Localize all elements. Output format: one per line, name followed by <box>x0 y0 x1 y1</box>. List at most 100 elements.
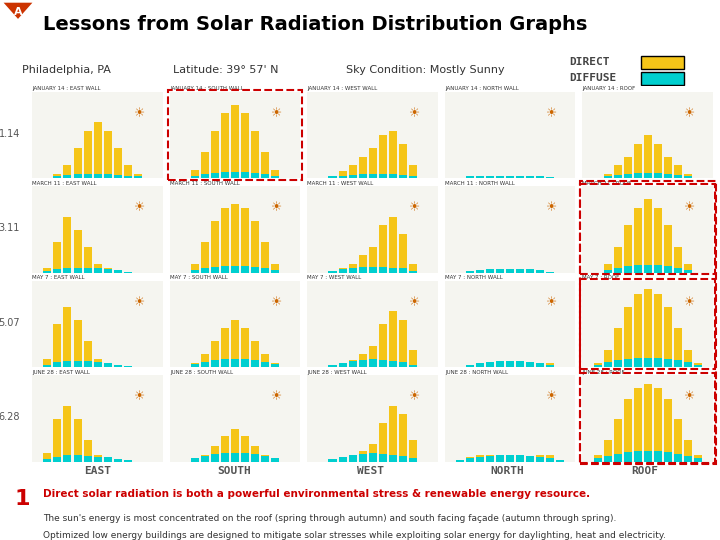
Text: ☀: ☀ <box>546 390 557 403</box>
Bar <box>201 354 209 367</box>
Bar <box>241 328 249 367</box>
Bar <box>53 362 61 367</box>
Bar <box>684 440 692 462</box>
Text: ☀: ☀ <box>409 296 420 309</box>
Bar <box>634 388 642 462</box>
Bar <box>221 360 229 367</box>
Bar <box>231 360 239 367</box>
Bar <box>359 174 366 178</box>
Bar <box>546 458 554 462</box>
Bar <box>624 266 631 273</box>
Bar <box>63 175 71 178</box>
Bar <box>271 176 279 178</box>
Bar <box>271 364 279 367</box>
Bar <box>526 366 534 367</box>
Bar <box>114 148 122 178</box>
Bar <box>338 269 346 273</box>
Bar <box>644 289 652 367</box>
Text: JUNE 28 : WEST WALL: JUNE 28 : WEST WALL <box>307 370 367 375</box>
Text: JUNE 28 : ROOF: JUNE 28 : ROOF <box>582 370 625 375</box>
Bar <box>654 357 662 367</box>
Bar <box>124 176 132 178</box>
Bar <box>634 265 642 273</box>
Text: ☀: ☀ <box>684 390 695 403</box>
Bar <box>328 177 336 178</box>
Bar <box>389 174 397 178</box>
Bar <box>546 364 554 367</box>
Bar <box>536 363 544 367</box>
Bar <box>506 361 514 367</box>
Bar <box>674 418 682 462</box>
Bar <box>674 165 682 178</box>
Bar <box>211 221 219 273</box>
Bar <box>369 346 377 367</box>
Bar <box>261 362 269 367</box>
Bar <box>338 363 346 367</box>
Bar <box>409 271 417 273</box>
Bar <box>603 270 611 273</box>
Bar <box>43 459 51 462</box>
Bar <box>231 320 239 367</box>
Bar <box>694 363 702 367</box>
Bar <box>43 268 51 273</box>
Bar <box>84 267 91 273</box>
Bar <box>389 455 397 462</box>
Text: Optimized low energy buildings are designed to mitigate solar stresses while exp: Optimized low energy buildings are desig… <box>43 531 666 539</box>
Bar <box>191 460 199 462</box>
Bar <box>684 456 692 462</box>
Text: Direct solar radiation is both a powerful environmental stress & renewable energ: Direct solar radiation is both a powerfu… <box>43 489 590 499</box>
Bar <box>231 429 239 462</box>
Text: 1: 1 <box>14 489 30 509</box>
Bar <box>654 294 662 367</box>
Bar <box>211 454 219 462</box>
Bar <box>654 265 662 273</box>
Bar <box>613 165 621 178</box>
Bar <box>338 456 346 462</box>
Bar <box>53 418 61 462</box>
Bar <box>456 460 464 462</box>
Bar <box>369 453 377 462</box>
Bar <box>409 264 417 273</box>
Bar <box>684 270 692 273</box>
Bar <box>476 455 484 462</box>
Text: JANUARY 14 : EAST WALL: JANUARY 14 : EAST WALL <box>32 86 101 91</box>
Bar <box>338 176 346 178</box>
Text: ☀: ☀ <box>271 107 282 120</box>
Bar <box>496 366 504 367</box>
Bar <box>694 364 702 367</box>
Bar <box>84 440 91 462</box>
Bar <box>84 247 91 273</box>
Bar <box>359 454 366 462</box>
Bar <box>94 122 102 178</box>
Bar <box>191 363 199 367</box>
Bar <box>379 174 387 178</box>
Text: ☀: ☀ <box>271 390 282 403</box>
Bar <box>359 157 366 178</box>
Bar <box>73 361 81 367</box>
Bar <box>466 366 474 367</box>
Bar <box>191 176 199 178</box>
Bar <box>369 267 377 273</box>
Bar <box>603 350 611 367</box>
Bar <box>114 364 122 367</box>
Bar <box>674 360 682 367</box>
Bar <box>271 270 279 273</box>
Bar <box>63 361 71 367</box>
Bar <box>231 266 239 273</box>
Bar <box>644 357 652 367</box>
Text: JUNE 28 : EAST WALL: JUNE 28 : EAST WALL <box>32 370 90 375</box>
Bar <box>84 174 91 178</box>
Bar <box>399 175 407 178</box>
Text: JANUARY 14 : WEST WALL: JANUARY 14 : WEST WALL <box>307 86 378 91</box>
Bar <box>526 269 534 273</box>
Bar <box>496 269 504 273</box>
Bar <box>389 361 397 367</box>
Bar <box>191 458 199 462</box>
Bar <box>603 456 611 462</box>
Bar <box>94 264 102 273</box>
Bar <box>338 460 346 462</box>
Text: ☀: ☀ <box>134 390 145 403</box>
Bar <box>53 242 61 273</box>
Bar <box>389 131 397 178</box>
Bar <box>536 455 544 462</box>
